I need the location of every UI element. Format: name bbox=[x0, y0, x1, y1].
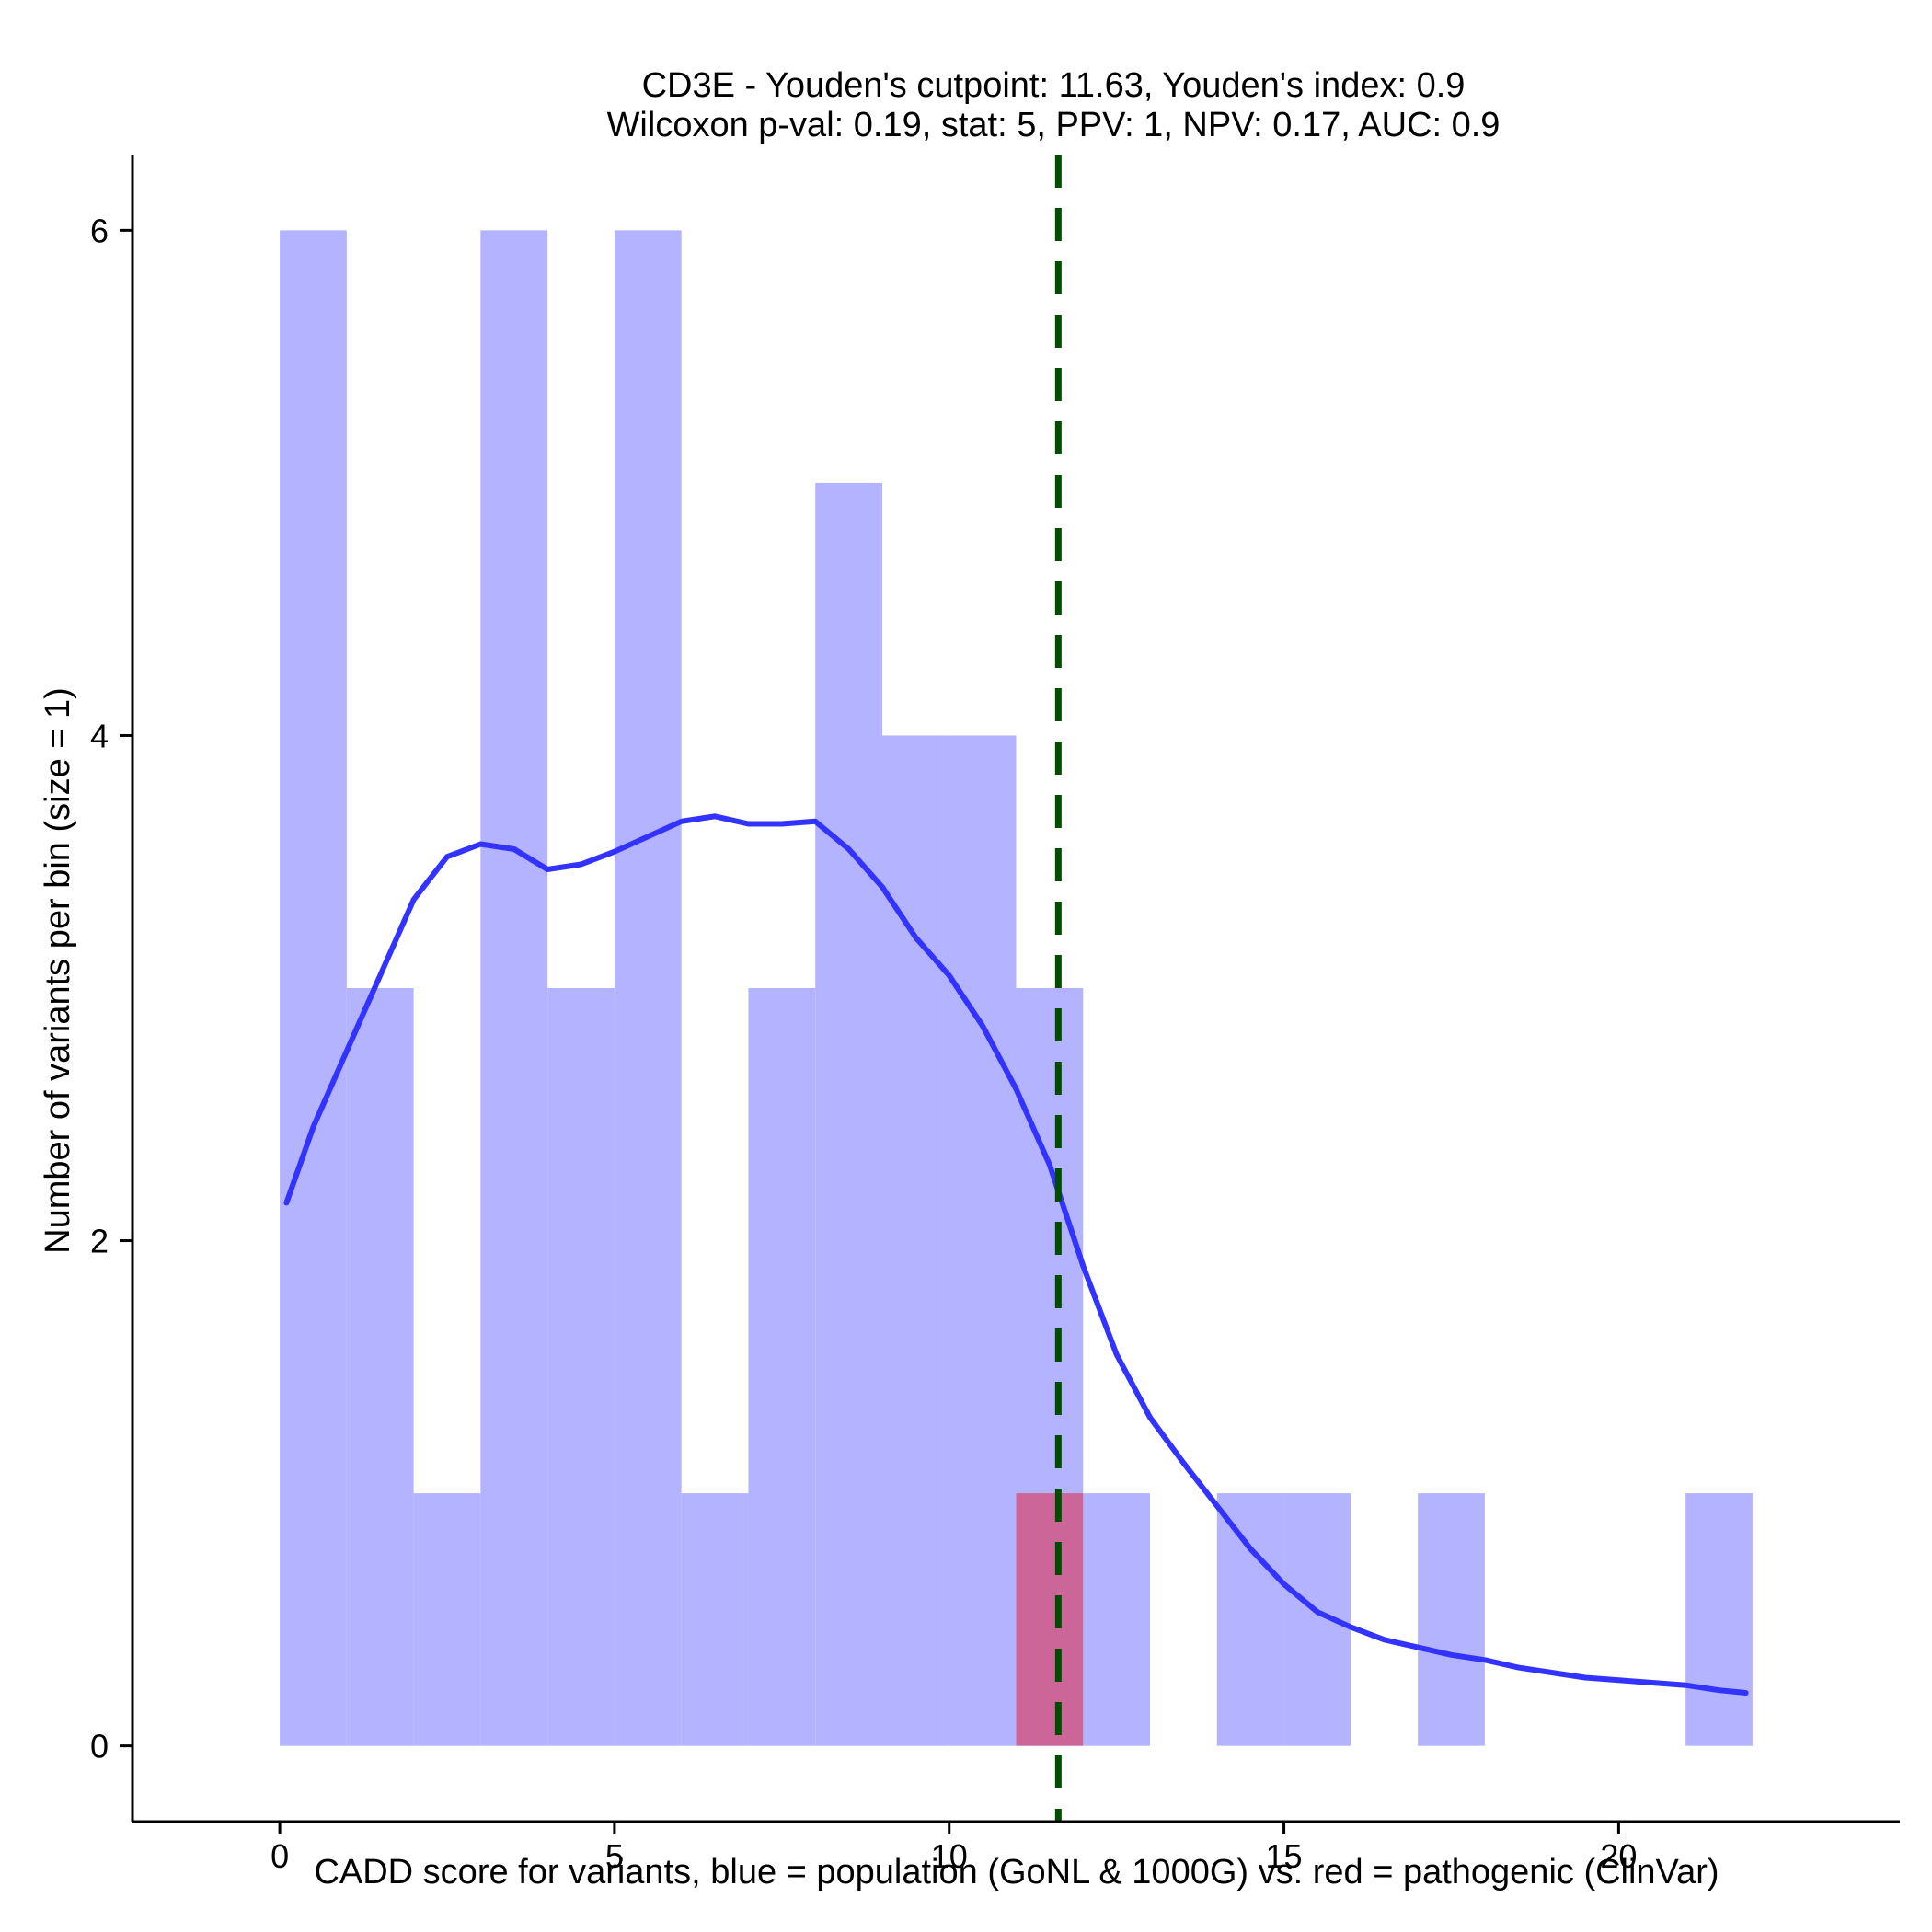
x-tick-label: 0 bbox=[270, 1837, 289, 1875]
population-bar bbox=[1283, 1493, 1351, 1746]
population-bar bbox=[1418, 1493, 1485, 1746]
population-bar bbox=[949, 735, 1017, 1746]
density-curve bbox=[283, 813, 1749, 1696]
title-line-1: CD3E - Youden's cutpoint: 11.63, Youden'… bbox=[642, 66, 1466, 105]
x-tick-label: 10 bbox=[931, 1837, 968, 1875]
population-bar bbox=[480, 230, 548, 1746]
axes bbox=[131, 155, 1900, 1823]
y-tick-label: 4 bbox=[90, 717, 109, 754]
population-bar bbox=[614, 230, 682, 1746]
y-tick-label: 6 bbox=[90, 212, 109, 249]
y-tick-label: 0 bbox=[90, 1728, 109, 1765]
y-ticks: 0 2 4 6 bbox=[90, 212, 132, 1765]
x-ticks: 0 5 10 15 20 bbox=[270, 1822, 1637, 1875]
x-axis-label: CADD score for variants, blue = populati… bbox=[314, 1853, 1719, 1892]
population-bar bbox=[681, 1493, 749, 1746]
population-bar bbox=[815, 482, 882, 1746]
population-bar bbox=[280, 230, 347, 1746]
title-line-2: Wilcoxon p-val: 0.19, stat: 5, PPV: 1, N… bbox=[607, 106, 1501, 144]
x-tick-label: 15 bbox=[1266, 1837, 1303, 1875]
population-bar bbox=[748, 988, 816, 1746]
pathogenic-bars bbox=[1016, 1493, 1084, 1746]
population-bar bbox=[413, 1493, 481, 1746]
population-bar bbox=[881, 735, 949, 1746]
pathogenic-bar bbox=[1016, 1493, 1084, 1746]
population-bar bbox=[1083, 1493, 1151, 1746]
x-tick-label: 5 bbox=[605, 1837, 624, 1875]
population-bar bbox=[547, 988, 615, 1746]
population-bar bbox=[1216, 1493, 1284, 1746]
y-tick-label: 2 bbox=[90, 1223, 109, 1260]
population-bars bbox=[280, 230, 1753, 1746]
x-tick-label: 20 bbox=[1600, 1837, 1637, 1875]
population-bar bbox=[346, 988, 414, 1746]
chart-title: CD3E - Youden's cutpoint: 11.63, Youden'… bbox=[607, 66, 1501, 144]
density-curve-group bbox=[283, 813, 1749, 1696]
y-axis-label: Number of variants per bin (size = 1) bbox=[39, 687, 77, 1254]
population-bar bbox=[1685, 1493, 1753, 1746]
